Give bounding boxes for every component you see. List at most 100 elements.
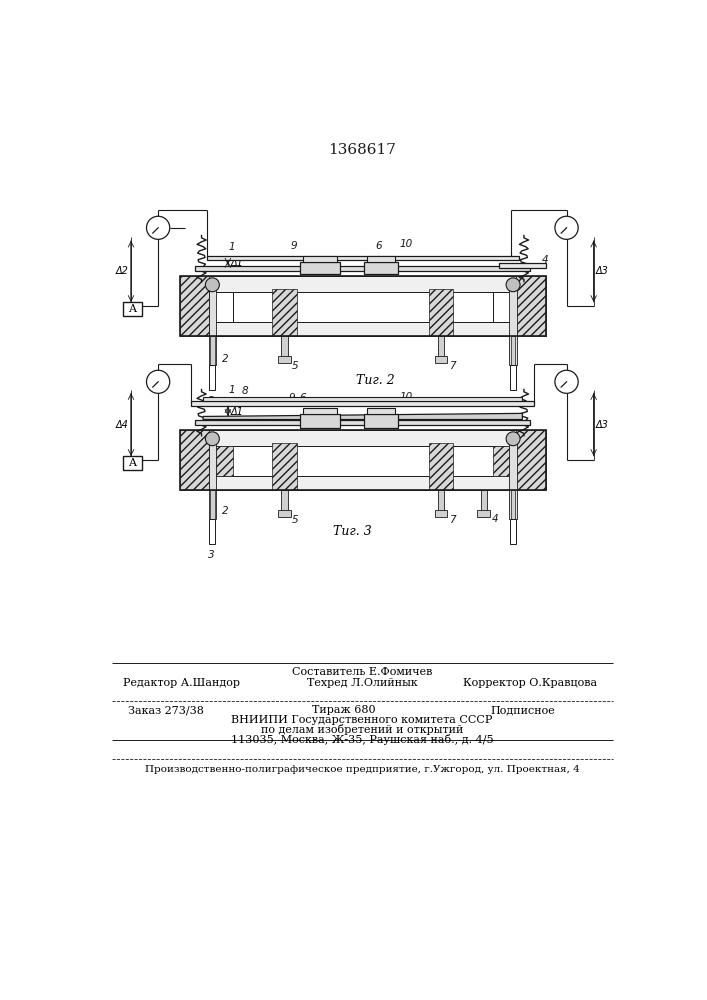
Bar [180, 430, 546, 490]
Bar [209, 279, 216, 365]
Bar [279, 356, 291, 363]
Bar [272, 289, 297, 336]
Bar [499, 263, 546, 268]
Bar [209, 292, 233, 322]
Bar [209, 430, 516, 446]
Bar [510, 365, 516, 389]
Text: Редактор А.Шандор: Редактор А.Шандор [123, 678, 240, 688]
Circle shape [555, 216, 578, 239]
Bar [438, 336, 444, 357]
Text: 1: 1 [228, 385, 235, 395]
Bar [493, 292, 516, 322]
Text: 5: 5 [292, 361, 299, 371]
Text: 4: 4 [491, 514, 498, 524]
Text: 7: 7 [449, 515, 455, 525]
Text: Δ1: Δ1 [230, 407, 243, 417]
Bar [281, 336, 288, 357]
Bar [300, 262, 340, 274]
Bar [493, 292, 516, 322]
Text: Δ3: Δ3 [596, 420, 609, 430]
Circle shape [146, 216, 170, 239]
Text: 6: 6 [375, 241, 382, 251]
Bar [363, 414, 398, 428]
Bar [367, 408, 395, 414]
Bar [279, 510, 291, 517]
Text: 1368617: 1368617 [328, 143, 396, 157]
Bar [516, 276, 546, 336]
Bar [477, 510, 490, 517]
Bar [272, 443, 297, 490]
Text: Тираж 680: Тираж 680 [312, 705, 376, 715]
Bar [195, 266, 530, 271]
Text: 2: 2 [222, 354, 228, 364]
Circle shape [506, 432, 520, 446]
Text: Δ2: Δ2 [116, 266, 129, 276]
Bar [207, 256, 518, 260]
Circle shape [206, 432, 219, 446]
Bar [300, 414, 340, 428]
Bar [209, 519, 216, 544]
Text: 3: 3 [208, 550, 214, 560]
Text: Подписное: Подписное [490, 705, 555, 715]
Text: Τиг. 2: Τиг. 2 [356, 374, 395, 387]
Text: 1: 1 [228, 242, 235, 252]
Bar [209, 292, 233, 322]
Bar [493, 446, 516, 476]
Bar [123, 302, 142, 316]
Text: Техред Л.Олийнык: Техред Л.Олийнык [307, 678, 417, 688]
Text: Корректор О.Кравцова: Корректор О.Кравцова [463, 678, 597, 688]
Text: 113035, Москва, Ж-35, Раушская наб., д. 4/5: 113035, Москва, Ж-35, Раушская наб., д. … [230, 734, 493, 745]
Text: 6: 6 [299, 393, 305, 403]
Text: 8: 8 [242, 386, 248, 396]
Text: 2: 2 [222, 506, 228, 516]
Bar [435, 510, 448, 517]
Bar [510, 519, 516, 544]
Circle shape [506, 278, 520, 292]
Bar [203, 397, 522, 401]
Bar [180, 276, 209, 336]
Bar [123, 456, 142, 470]
Text: A: A [129, 458, 136, 468]
Text: по делам изобретений и открытий: по делам изобретений и открытий [261, 724, 463, 735]
Text: Заказ 273/38: Заказ 273/38 [128, 705, 204, 715]
Circle shape [206, 278, 219, 292]
Bar [281, 490, 288, 511]
Text: 4: 4 [542, 255, 549, 265]
Text: Δ1: Δ1 [230, 258, 243, 268]
Bar [481, 490, 486, 511]
Bar [209, 446, 233, 476]
Bar [209, 365, 216, 389]
Bar [509, 279, 517, 365]
Bar [209, 476, 516, 490]
Bar [210, 490, 215, 522]
Bar [428, 289, 453, 336]
Circle shape [146, 370, 170, 393]
Bar [510, 490, 515, 522]
Bar [195, 420, 530, 425]
Bar [363, 262, 398, 274]
Text: 3: 3 [208, 396, 214, 406]
Text: 10: 10 [399, 239, 412, 249]
Bar [209, 276, 516, 292]
Text: ВНИИПИ Государственного комитета СССР: ВНИИПИ Государственного комитета СССР [231, 715, 493, 725]
Text: 9: 9 [288, 393, 296, 403]
Text: A: A [129, 304, 136, 314]
Text: Составитель Е.Фомичев: Составитель Е.Фомичев [292, 667, 432, 677]
Text: Δ3: Δ3 [596, 266, 609, 276]
Bar [303, 256, 337, 262]
Bar [209, 322, 516, 336]
Bar [438, 490, 444, 511]
Bar [180, 430, 209, 490]
Text: Производственно-полиграфическое предприятие, г.Ужгород, ул. Проектная, 4: Производственно-полиграфическое предприя… [144, 765, 579, 774]
Bar [180, 276, 546, 336]
Bar [367, 256, 395, 262]
Bar [428, 443, 453, 490]
Bar [516, 430, 546, 490]
Polygon shape [203, 413, 522, 420]
Bar [509, 433, 517, 519]
Text: 5: 5 [292, 515, 299, 525]
Bar [192, 401, 534, 406]
Circle shape [555, 370, 578, 393]
Bar [435, 356, 448, 363]
Bar [303, 408, 337, 414]
